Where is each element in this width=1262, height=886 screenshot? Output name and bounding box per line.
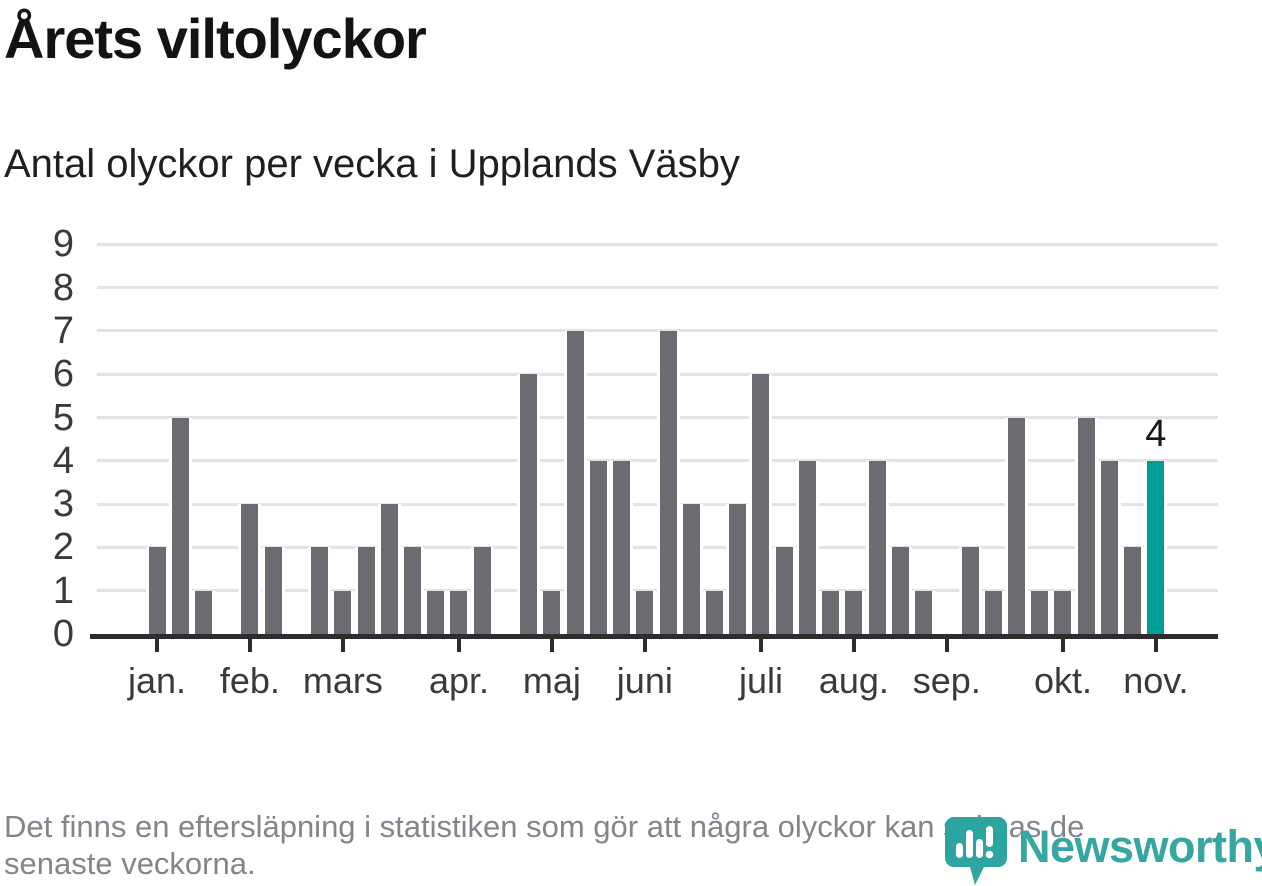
- bar-week-43: [1124, 547, 1142, 634]
- x-tick-maj: [549, 639, 554, 652]
- y-axis-label-5: 5: [52, 396, 74, 439]
- x-axis-label-aug: aug.: [818, 660, 889, 701]
- x-axis-label-feb: feb.: [219, 660, 280, 701]
- footnote-line-1: Det finns en eftersläpning i statistiken…: [4, 809, 1085, 844]
- bar-week-42: [1100, 460, 1118, 634]
- bar-week-31: [845, 590, 863, 634]
- x-tick-jan: [155, 639, 159, 652]
- bar-week-25: [706, 590, 724, 634]
- bar-week-28: [775, 547, 793, 634]
- bar-week-26: [729, 504, 747, 634]
- gridline-y-5: [97, 416, 1218, 419]
- x-axis-label-nov: nov.: [1123, 660, 1189, 701]
- gridline-y-1: [97, 589, 1218, 593]
- bar-week-3: [194, 590, 212, 634]
- y-axis-label-8: 8: [52, 266, 74, 309]
- y-axis-label-9: 9: [52, 223, 74, 266]
- bar-week-6: [264, 547, 282, 634]
- gridline-y-9: [97, 242, 1218, 246]
- bar-week-30: [822, 590, 840, 634]
- x-axis-line: [90, 634, 1218, 639]
- bar-week-34: [915, 590, 933, 634]
- y-axis-label-0: 0: [52, 613, 74, 655]
- y-axis-label-2: 2: [52, 526, 74, 569]
- x-axis-label-juli: juli: [738, 660, 783, 701]
- x-tick-mars: [340, 639, 345, 652]
- bar-week-5: [241, 504, 259, 634]
- bar-week-40: [1054, 590, 1072, 634]
- bar-week-44-highlighted: [1147, 460, 1165, 634]
- bar-week-9: [334, 590, 352, 634]
- x-tick-juni: [642, 639, 647, 652]
- bar-week-19: [566, 330, 584, 634]
- x-axis-label-sep: sep.: [912, 660, 981, 701]
- gridline-y-4: [97, 459, 1218, 463]
- x-axis-label-maj: maj: [522, 660, 581, 701]
- bar-week-23: [659, 330, 677, 634]
- x-tick-feb: [247, 639, 252, 652]
- bar-week-41: [1077, 417, 1095, 634]
- bar-week-32: [868, 460, 886, 634]
- x-axis-label-juni: juni: [616, 660, 673, 701]
- bar-week-12: [404, 547, 422, 634]
- x-tick-okt: [1060, 639, 1065, 652]
- x-axis-label-mars: mars: [302, 660, 383, 701]
- bar-week-37: [984, 590, 1002, 634]
- chart-subtitle: Antal olyckor per vecka i Upplands Väsby: [4, 142, 740, 186]
- bar-week-29: [798, 460, 816, 634]
- x-axis-label-okt: okt.: [1033, 660, 1092, 701]
- gridline-y-8: [97, 286, 1218, 290]
- bar-week-27: [752, 374, 770, 634]
- x-tick-juli: [758, 639, 763, 652]
- gridline-y-6: [97, 372, 1218, 376]
- gridline-y-3: [97, 502, 1218, 506]
- bar-week-38: [1008, 417, 1025, 634]
- footnote-line-2: senaste veckorna.: [4, 846, 256, 881]
- gridline-y-2: [97, 545, 1218, 549]
- bar-week-13: [427, 590, 445, 634]
- bar-week-39: [1031, 590, 1049, 634]
- x-tick-aug: [851, 639, 856, 652]
- chart-title: Årets viltolyckor: [4, 7, 427, 70]
- bar-week-8: [311, 547, 329, 634]
- bar-week-18: [543, 590, 561, 634]
- bar-week-22: [636, 590, 654, 634]
- y-axis-label-7: 7: [52, 309, 74, 352]
- y-axis-label-6: 6: [52, 353, 74, 396]
- bar-week-33: [891, 547, 909, 634]
- x-tick-apr: [456, 639, 461, 652]
- x-axis-label-apr: apr.: [428, 660, 489, 701]
- x-tick-nov: [1153, 639, 1158, 652]
- y-axis-label-4: 4: [52, 439, 74, 482]
- bar-week-21: [613, 460, 631, 634]
- bar-week-24: [682, 504, 700, 634]
- bar-week-20: [589, 460, 607, 634]
- bar-week-10: [357, 547, 375, 634]
- bar-week-15: [473, 547, 491, 634]
- gridline-y-7: [97, 329, 1218, 333]
- last-value-annotation: 4: [1145, 412, 1167, 455]
- bar-week-2: [171, 417, 189, 634]
- newsworthy-logo-text: Newsworthy: [1018, 821, 1262, 872]
- x-axis-label-jan: jan.: [127, 660, 187, 701]
- newsworthy-logo: Newsworthy: [944, 816, 1262, 886]
- bar-week-11: [380, 504, 398, 634]
- bar-week-1: [148, 547, 166, 634]
- y-axis-label-3: 3: [52, 483, 74, 526]
- y-axis-label-1: 1: [52, 569, 74, 612]
- x-tick-sep: [944, 639, 949, 652]
- newsworthy-logo-icon: [945, 817, 1007, 885]
- bar-week-14: [450, 590, 468, 634]
- bar-week-17: [520, 374, 538, 634]
- bar-week-36: [961, 547, 979, 634]
- chart-footnote: Det finns en eftersläpning i statistiken…: [4, 808, 1254, 882]
